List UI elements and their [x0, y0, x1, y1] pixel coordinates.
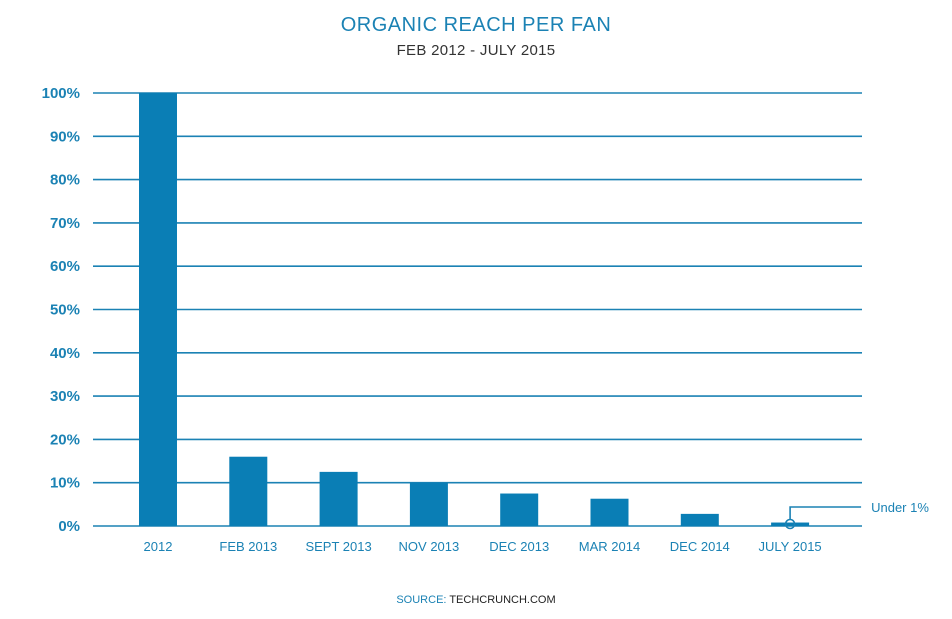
x-tick-label: FEB 2013 [219, 539, 277, 554]
bar [680, 513, 719, 526]
x-tick-label: SEPT 2013 [305, 539, 371, 554]
x-tick-label: JULY 2015 [759, 539, 822, 554]
x-tick-label: MAR 2014 [579, 539, 640, 554]
annotation-label: Under 1% [871, 500, 929, 515]
y-tick-label: 90% [50, 128, 80, 145]
x-tick-label: DEC 2014 [670, 539, 730, 554]
x-tick-label: NOV 2013 [399, 539, 460, 554]
bar [590, 498, 629, 526]
source-note: SOURCE: TECHCRUNCH.COM [0, 594, 952, 606]
bar [139, 93, 177, 526]
bar [771, 522, 810, 526]
chart-title: ORGANIC REACH PER FAN [340, 14, 612, 36]
bar [319, 471, 358, 526]
source-label: SOURCE: [396, 594, 447, 606]
y-tick-label: 20% [50, 431, 80, 448]
annotation-leader-line [789, 506, 862, 520]
y-tick-label: 10% [50, 475, 80, 492]
y-tick-label: 30% [50, 388, 80, 405]
bar [500, 493, 539, 526]
bar [229, 456, 268, 526]
y-tick-label: 100% [42, 85, 80, 102]
x-tick-label: 2012 [144, 539, 173, 554]
y-tick-label: 0% [58, 518, 80, 535]
y-tick-label: 50% [50, 302, 80, 319]
bar [409, 482, 448, 526]
y-tick-label: 40% [50, 345, 80, 362]
x-tick-label: DEC 2013 [489, 539, 549, 554]
source-value: TECHCRUNCH.COM [449, 594, 556, 606]
y-tick-label: 80% [50, 172, 80, 189]
y-tick-label: 60% [50, 258, 80, 275]
chart-subtitle: FEB 2012 - JULY 2015 [396, 42, 556, 59]
y-tick-label: 70% [50, 215, 80, 232]
